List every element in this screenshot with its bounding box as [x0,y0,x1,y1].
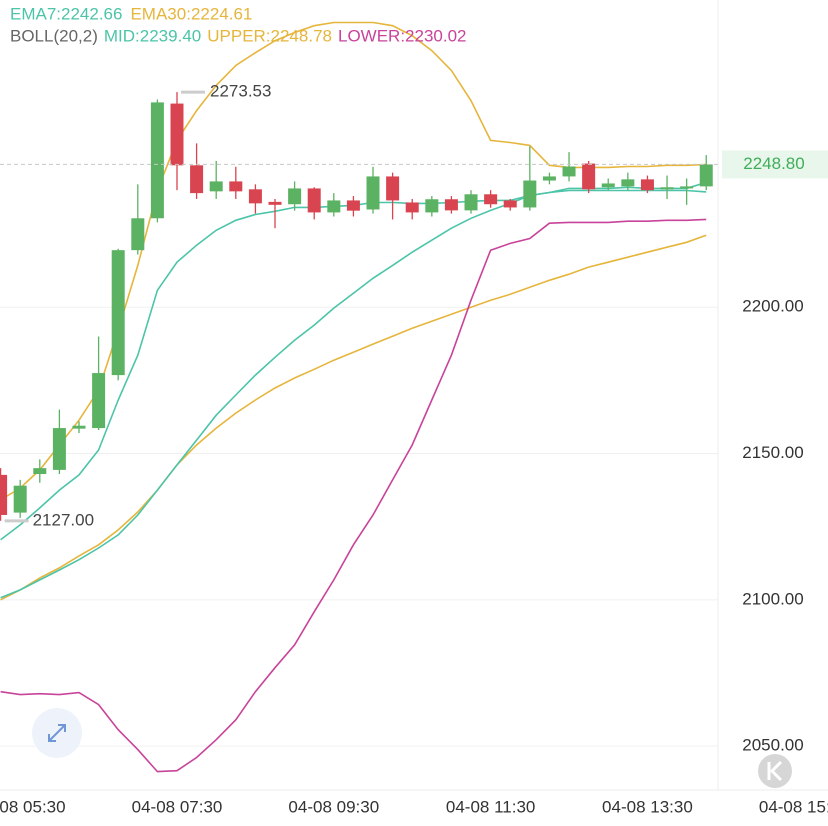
candle-body [170,103,184,166]
candle-body [150,102,164,219]
candle-body [386,176,400,201]
y-tick-label: 2100.00 [742,589,803,608]
candle-body [366,176,380,210]
candle-body [190,165,204,194]
x-tick-label: 04-08 09:30 [288,797,379,816]
candle-body [621,179,635,187]
legend-entry: UPPER:2248.78 [207,26,332,45]
candle-body [268,201,282,205]
legend-entry: EMA7:2242.66 [10,4,122,23]
candles [0,92,713,521]
candle-body [111,250,125,376]
y-tick-label: 2200.00 [742,297,803,316]
x-tick-label: 04-08 15:30 [759,797,828,816]
candle-body [33,468,47,474]
candle-body [425,199,439,213]
last-price-label: 2248.80 [743,154,804,173]
indicator-line [0,234,707,601]
x-tick-label: 04-08 11:30 [446,797,535,816]
legend: EMA7:2242.66 EMA30:2224.61 BOLL(20,2) MID:2… [10,4,467,45]
candle-body [209,181,223,192]
logo [758,754,792,788]
candle-body [248,189,262,204]
candle-body [660,187,674,190]
x-tick-label: 04-08 05:30 [0,797,66,816]
last-price-tag [722,150,828,179]
y-tick-label: 2150.00 [742,443,803,462]
y-tick-label: 2050.00 [742,736,803,755]
candle-body [699,164,713,187]
candle-body [582,163,596,190]
expand-button[interactable] [32,708,82,758]
candle-body [52,428,66,470]
candle-body [92,373,106,429]
candle-body [484,194,498,205]
overlay: 2273.53 2127.00 2248.80 [0,82,828,529]
high-label: 2273.53 [210,82,271,101]
candle-body [13,485,27,513]
legend-entry: MID:2239.40 [104,26,201,45]
candle-body [0,474,8,515]
x-tick-label: 04-08 07:30 [132,797,223,816]
legend-entry: LOWER:2230.02 [338,26,467,45]
candle-body [307,188,321,213]
candle-body [640,179,654,191]
candle-body [542,176,556,181]
candle-body [444,199,458,211]
candle-body [405,202,419,213]
candle-body [601,183,615,188]
candle-body [288,188,302,205]
candle-body [464,194,478,211]
candle-body [72,425,86,429]
candle-body [346,200,360,211]
candle-body [680,186,694,189]
indicator-label: BOLL(20,2) [10,26,98,45]
indicator-line [0,218,707,773]
candle-body [229,181,243,192]
candle-body [503,200,517,208]
candle-body [562,166,576,177]
x-tick-label: 04-08 13:30 [602,797,693,816]
candle-body [523,180,537,208]
low-label: 2127.00 [33,510,94,529]
legend-entry: EMA30:2224.61 [130,4,252,23]
candle-body [327,200,341,213]
candle-body [131,218,145,251]
